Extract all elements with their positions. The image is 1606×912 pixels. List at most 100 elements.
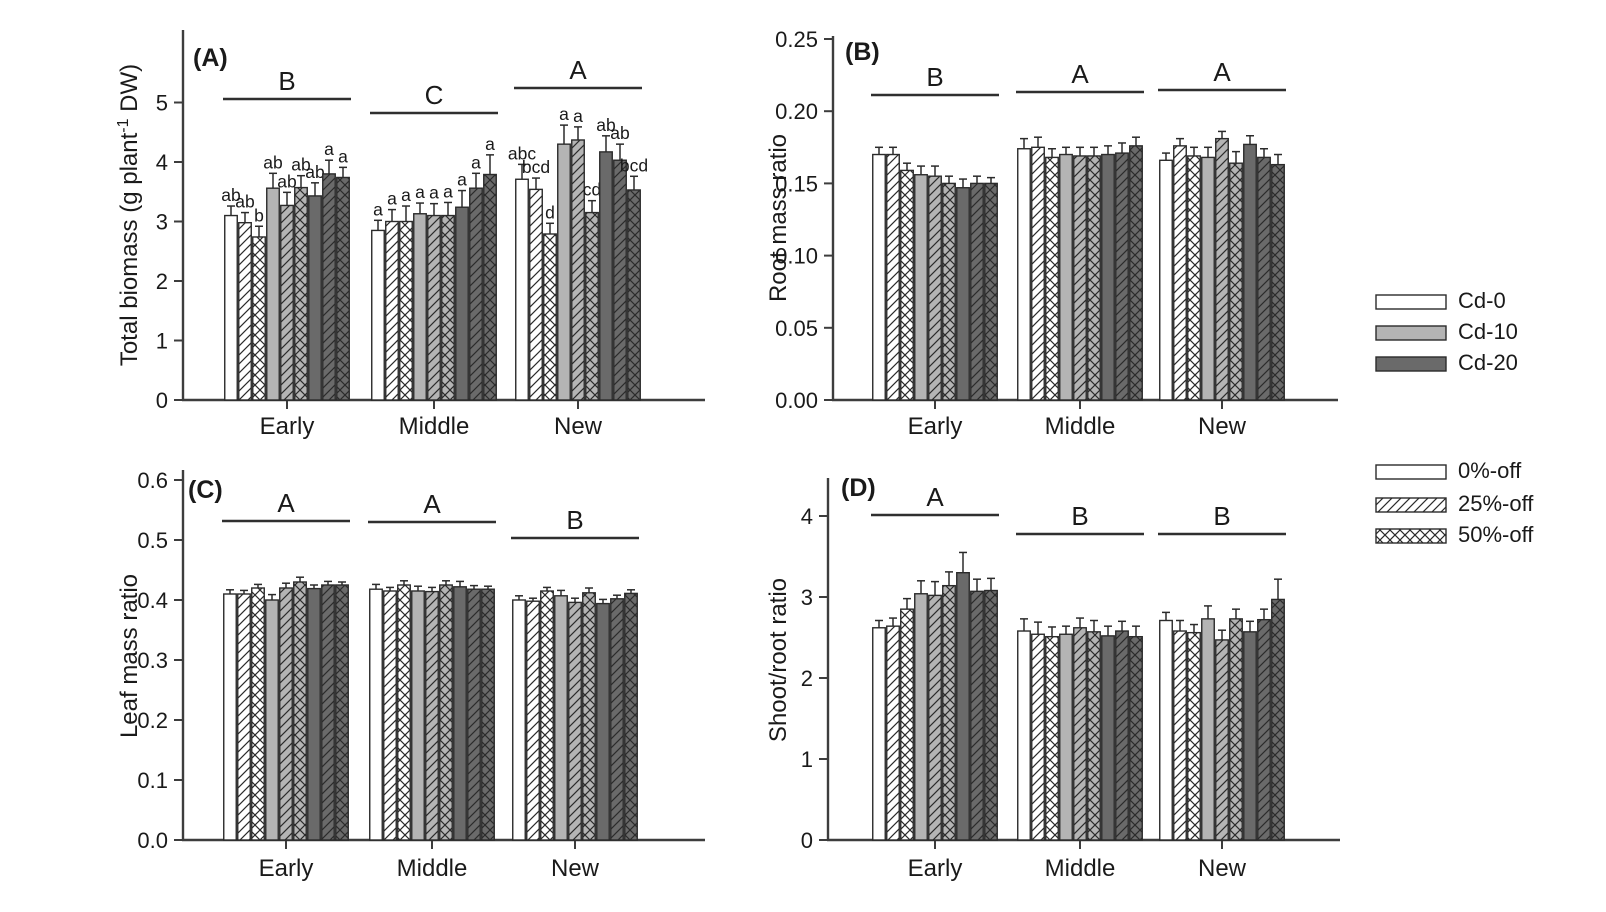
legend-swatch-pattern [1376, 498, 1446, 512]
y-tick-label-D: 4 [801, 504, 813, 529]
bar-pattern-overlay [251, 588, 265, 840]
y-axis-title-B: Root mass ratio [765, 134, 792, 302]
category-label-A-Early: Early [260, 413, 315, 440]
group-significance-letter-C-Early: A [277, 488, 295, 518]
legend-item-Cd-20: Cd-20 [1375, 350, 1518, 375]
bar-significance-letter: a [324, 139, 334, 159]
bar-pattern-overlay [1045, 636, 1059, 840]
bar-pattern-overlay [383, 591, 397, 840]
bar-pattern-overlay [1229, 618, 1243, 840]
bar-B-Middle-Cd-20-0%-off [1101, 154, 1115, 400]
bar-pattern-overlay [336, 177, 350, 400]
group-significance-letter-A-Middle: C [425, 80, 444, 110]
group-significance-letter-A-New: A [569, 55, 587, 85]
category-label-D-New: New [1198, 855, 1247, 882]
y-axis-title-post: DW) [116, 64, 143, 119]
bar-pattern-overlay [237, 594, 251, 840]
bar-pattern-overlay [984, 590, 998, 840]
bar-pattern-overlay [540, 591, 554, 840]
panel-label-C: (C) [188, 476, 223, 504]
legend-item-50%-off: 50%-off [1375, 522, 1534, 547]
legend-label-50%-off: 50%-off [1458, 522, 1534, 547]
category-label-D-Middle: Middle [1045, 855, 1116, 882]
bar-pattern-overlay [1257, 619, 1271, 840]
bar-A-Middle-Cd-20-0%-off [455, 207, 469, 400]
bar-pattern-overlay [568, 602, 582, 840]
y-tick-label-B: 0.10 [775, 244, 818, 269]
legend-item-Cd-0: Cd-0 [1375, 288, 1506, 313]
y-tick-label-B: 0.00 [775, 388, 818, 413]
chart-legends: Cd-0 Cd-10 Cd-20 0%-off 25%-off 50%-off [1375, 288, 1534, 547]
bar-significance-letter: ab [305, 162, 324, 182]
bar-pattern-overlay [571, 139, 585, 401]
y-tick-label-C: 0.0 [137, 828, 168, 853]
legend-swatch-pattern [1376, 529, 1446, 543]
bar-pattern-overlay [1173, 145, 1187, 400]
legend-swatch-outline [1375, 497, 1447, 513]
bar-pattern-overlay [526, 601, 540, 840]
legend-swatch-outline [1375, 528, 1447, 544]
y-tick-label-C: 0.6 [137, 468, 168, 493]
bar-C-New-Cd-10-0%-off [554, 595, 568, 840]
bar-pattern-overlay [397, 585, 411, 840]
bar-pattern-overlay [984, 183, 998, 400]
bar-pattern-overlay [1187, 632, 1201, 840]
bar-pattern-overlay [970, 591, 984, 840]
group-significance-letter-A-Early: B [278, 66, 295, 96]
bar-pattern-overlay [252, 236, 266, 400]
y-tick-label-D: 1 [801, 747, 813, 772]
bar-B-New-Cd-10-0%-off [1201, 157, 1215, 400]
category-label-A-Middle: Middle [399, 413, 470, 440]
bar-D-Early-Cd-0-0%-off [872, 627, 886, 840]
bar-significance-letter: ab [596, 115, 615, 135]
bar-C-New-Cd-20-0%-off [596, 603, 610, 840]
bar-significance-letter: a [401, 185, 411, 205]
bar-C-Early-Cd-0-0%-off [223, 594, 237, 840]
panel-label-D: (D) [841, 474, 876, 502]
legend-label-Cd-10: Cd-10 [1458, 319, 1518, 344]
bar-significance-letter: a [471, 152, 481, 172]
bar-A-New-Cd-10-0%-off [557, 144, 571, 400]
group-significance-letter-D-New: B [1213, 501, 1230, 531]
bar-pattern-overlay [942, 183, 956, 400]
panel-B: 0.00 0.05 0.10 0.15 0.20 0.25 Early B Middle A New… [765, 27, 1338, 440]
bar-pattern-overlay [1215, 639, 1229, 840]
bar-pattern-overlay [321, 585, 335, 840]
bar-D-New-Cd-10-0%-off [1201, 618, 1215, 840]
legend-swatch-outline [1375, 294, 1447, 310]
bar-pattern-overlay [1173, 631, 1187, 840]
bar-significance-letter: a [338, 146, 348, 166]
bar-pattern-overlay [1115, 631, 1129, 840]
bar-pattern-overlay [613, 160, 627, 400]
bar-pattern-overlay [928, 176, 942, 400]
y-tick-label-A: 5 [156, 91, 168, 116]
category-label-B-Early: Early [908, 413, 963, 440]
y-axis-title-superscript: -1 [115, 118, 132, 132]
y-tick-label-B: 0.15 [775, 171, 818, 196]
bar-A-New-Cd-0-0%-off [515, 179, 529, 400]
bar-pattern-overlay [425, 591, 439, 840]
bar-D-Middle-Cd-10-0%-off [1059, 634, 1073, 840]
y-tick-label-B: 0.20 [775, 99, 818, 124]
y-tick-label-C: 0.3 [137, 648, 168, 673]
bar-pattern-overlay [399, 221, 413, 400]
panel-label-A: (A) [193, 44, 228, 72]
bar-pattern-overlay [900, 170, 914, 400]
legend-item-Cd-10: Cd-10 [1375, 319, 1518, 344]
bar-pattern-overlay [1129, 636, 1143, 840]
bar-pattern-overlay [1073, 155, 1087, 400]
y-axis-title-C: Leaf mass ratio [116, 574, 143, 738]
y-tick-label-D: 2 [801, 666, 813, 691]
group-significance-letter-D-Middle: B [1071, 501, 1088, 531]
bar-significance-letter: bcd [522, 157, 550, 177]
bar-C-Middle-Cd-10-0%-off [411, 591, 425, 840]
bar-pattern-overlay [886, 626, 900, 840]
bar-significance-letter: a [573, 106, 583, 126]
legend-swatch-Cd-10 [1376, 326, 1446, 340]
legend-item-25%-off: 25%-off [1375, 491, 1534, 516]
legend-swatch-Cd-20 [1376, 357, 1446, 371]
bar-pattern-overlay [1031, 634, 1045, 840]
